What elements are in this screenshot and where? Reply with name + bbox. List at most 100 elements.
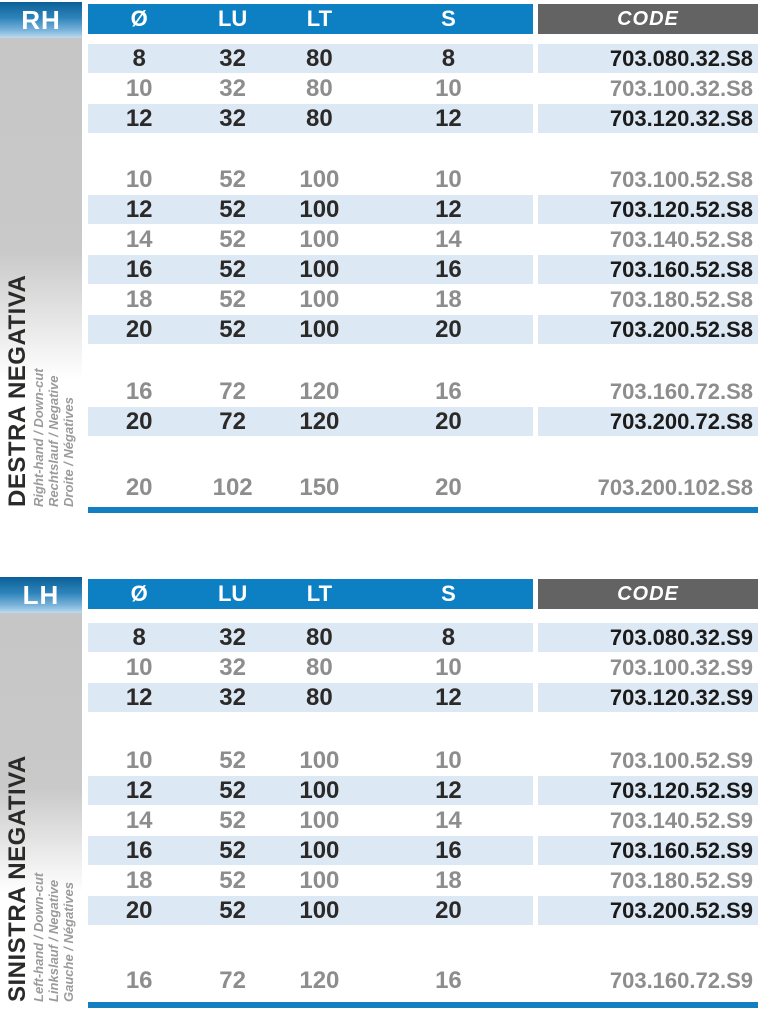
value-cell: 32 bbox=[219, 624, 246, 651]
value-cell: 100 bbox=[299, 837, 340, 864]
table-row: 16 72 120 16 703.160.72.S9 bbox=[0, 966, 758, 996]
value-cell: 80 bbox=[306, 624, 333, 651]
row-values: 12 52 100 12 bbox=[88, 195, 533, 224]
value-cell: 12 bbox=[435, 105, 462, 132]
value-cell: 20 bbox=[435, 474, 462, 501]
value-cell: 10 bbox=[435, 166, 462, 193]
value-cell: 8 bbox=[132, 45, 146, 72]
value-cell: 100 bbox=[299, 897, 340, 924]
table-row: 14 52 100 14 703.140.52.S8 bbox=[0, 225, 758, 255]
code-cell: 703.200.102.S8 bbox=[597, 475, 753, 500]
row-values: 8 32 80 8 bbox=[88, 44, 533, 73]
code-cell: 703.120.32.S8 bbox=[538, 104, 758, 133]
value-cell: 32 bbox=[219, 684, 246, 711]
value-cell: 52 bbox=[219, 837, 246, 864]
row-group: 10 52 100 10 703.100.52.S8 12 52 100 12 703.120.5… bbox=[0, 165, 758, 345]
column-header-1: LU bbox=[217, 581, 248, 606]
column-header-2: LT bbox=[306, 581, 333, 606]
column-header-2: LT bbox=[306, 6, 333, 31]
value-cell: 14 bbox=[125, 807, 153, 834]
value-cell: 80 bbox=[306, 105, 333, 132]
value-cell: 80 bbox=[306, 45, 333, 72]
row-values: 16 72 120 16 bbox=[88, 377, 533, 406]
table-row: 12 52 100 12 703.120.52.S8 bbox=[0, 195, 758, 225]
row-values: 12 52 100 12 bbox=[88, 776, 533, 805]
row-group: 16 72 120 16 703.160.72.S9 bbox=[0, 966, 758, 996]
row-group: 8 32 80 8 703.080.32.S8 10 32 80 10 703.100.32.S8… bbox=[0, 44, 758, 134]
value-cell: 100 bbox=[299, 747, 340, 774]
value-cell: 120 bbox=[299, 967, 340, 994]
table-section-lh: LH Ø LU LT S CODE SINISTRA NEGATIVA Left-ha… bbox=[0, 575, 758, 1010]
value-cell: 18 bbox=[435, 286, 462, 313]
code-cell: 703.200.72.S8 bbox=[538, 407, 758, 436]
value-cell: 52 bbox=[219, 286, 246, 313]
table-row: 14 52 100 14 703.140.52.S9 bbox=[0, 806, 758, 836]
value-cell: 32 bbox=[219, 75, 246, 102]
value-cell: 100 bbox=[299, 286, 340, 313]
row-values: 20 102 150 20 bbox=[88, 473, 533, 502]
row-group: 20 102 150 20 703.200.102.S8 bbox=[0, 473, 758, 503]
row-values: 10 32 80 10 bbox=[88, 74, 533, 103]
value-cell: 16 bbox=[435, 837, 462, 864]
hand-direction-badge: LH bbox=[0, 577, 82, 613]
row-group: 10 52 100 10 703.100.52.S9 12 52 100 12 703.120.5… bbox=[0, 746, 758, 926]
value-cell: 100 bbox=[299, 256, 340, 283]
value-cell: 16 bbox=[125, 378, 153, 405]
value-cell: 80 bbox=[306, 654, 333, 681]
row-values: 8 32 80 8 bbox=[88, 623, 533, 652]
row-values: 16 52 100 16 bbox=[88, 255, 533, 284]
value-cell: 10 bbox=[125, 166, 153, 193]
table-section-rh: RH Ø LU LT S CODE DESTRA NEGATIVA Right-han… bbox=[0, 2, 758, 513]
code-cell: 703.080.32.S8 bbox=[538, 44, 758, 73]
bottom-rule bbox=[88, 507, 758, 513]
hand-direction-badge: RH bbox=[0, 2, 82, 38]
value-cell: 100 bbox=[299, 807, 340, 834]
value-cell: 52 bbox=[219, 807, 246, 834]
code-cell: 703.120.52.S8 bbox=[538, 195, 758, 224]
value-cell: 16 bbox=[435, 256, 462, 283]
code-cell: 703.180.52.S8 bbox=[609, 287, 753, 312]
value-cell: 100 bbox=[299, 226, 340, 253]
code-cell: 703.160.52.S8 bbox=[538, 255, 758, 284]
table-row: 16 52 100 16 703.160.52.S9 bbox=[0, 836, 758, 866]
value-cell: 150 bbox=[299, 474, 340, 501]
row-values: 14 52 100 14 bbox=[88, 225, 533, 254]
row-values: 10 32 80 10 bbox=[88, 653, 533, 682]
code-column-header: CODE bbox=[538, 579, 758, 609]
value-cell: 8 bbox=[441, 624, 456, 651]
value-cell: 14 bbox=[435, 226, 462, 253]
table-row: 20 102 150 20 703.200.102.S8 bbox=[0, 473, 758, 503]
value-cell: 100 bbox=[299, 777, 340, 804]
row-values: 12 32 80 12 bbox=[88, 104, 533, 133]
table-row: 10 52 100 10 703.100.52.S8 bbox=[0, 165, 758, 195]
value-cell: 10 bbox=[125, 747, 153, 774]
value-cell: 72 bbox=[219, 967, 246, 994]
code-cell: 703.140.52.S8 bbox=[609, 227, 753, 252]
column-header-bar: Ø LU LT S bbox=[88, 579, 533, 609]
value-cell: 10 bbox=[435, 75, 462, 102]
row-values: 20 52 100 20 bbox=[88, 896, 533, 925]
value-cell: 52 bbox=[219, 256, 246, 283]
value-cell: 20 bbox=[435, 408, 462, 435]
code-cell: 703.160.52.S9 bbox=[538, 836, 758, 865]
code-cell: 703.100.32.S9 bbox=[609, 655, 753, 680]
value-cell: 52 bbox=[219, 226, 246, 253]
column-header-0: Ø bbox=[130, 581, 148, 606]
value-cell: 8 bbox=[441, 45, 456, 72]
value-cell: 100 bbox=[299, 316, 340, 343]
value-cell: 120 bbox=[299, 408, 340, 435]
code-cell: 703.080.32.S9 bbox=[538, 623, 758, 652]
column-header-1: LU bbox=[217, 6, 248, 31]
value-cell: 12 bbox=[435, 684, 462, 711]
table-row: 8 32 80 8 703.080.32.S8 bbox=[0, 44, 758, 74]
value-cell: 12 bbox=[125, 105, 153, 132]
value-cell: 20 bbox=[125, 316, 153, 343]
row-values: 10 52 100 10 bbox=[88, 746, 533, 775]
value-cell: 52 bbox=[219, 316, 246, 343]
value-cell: 80 bbox=[306, 684, 333, 711]
code-cell: 703.180.52.S9 bbox=[609, 868, 753, 893]
value-cell: 52 bbox=[219, 867, 246, 894]
table-row: 16 52 100 16 703.160.52.S8 bbox=[0, 255, 758, 285]
value-cell: 52 bbox=[219, 777, 246, 804]
